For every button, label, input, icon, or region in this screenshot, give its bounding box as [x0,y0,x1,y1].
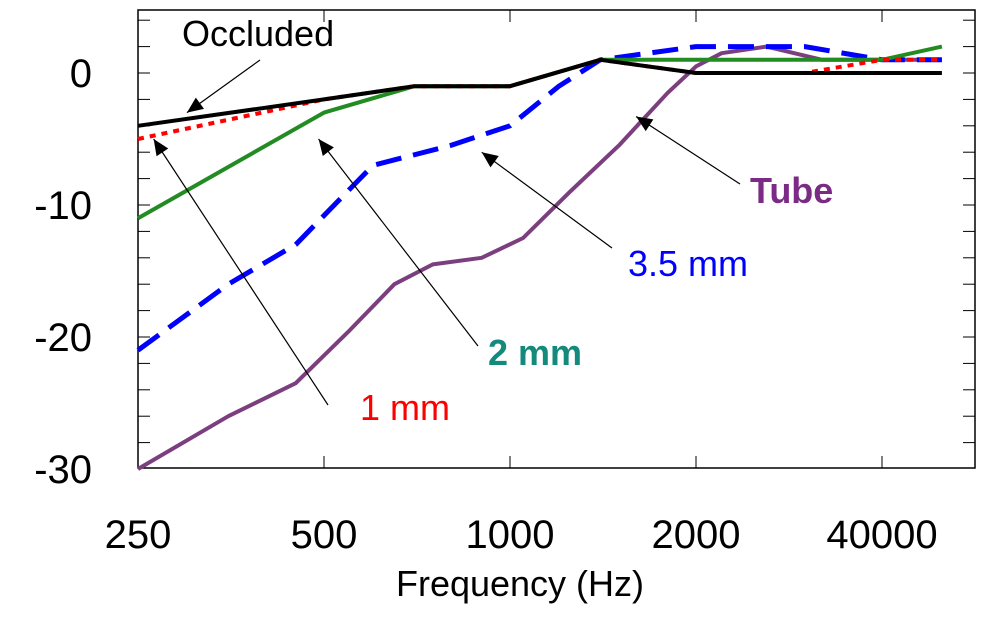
x-tick-label: 1000 [466,513,555,557]
x-tick-label: 250 [105,513,172,557]
annotation-pointer [481,151,613,249]
y-tick-label: -20 [34,316,92,360]
ticks-layer [137,10,975,468]
annotation-label: Tube [750,170,833,211]
series-line-3-5-mm [136,44,942,353]
annotation-arrowhead [636,116,654,132]
annotation-arrowhead [153,139,169,157]
annotation-pointer [153,138,329,406]
series-line-occluded [137,57,942,128]
annotation-arrowhead [318,139,334,156]
x-tick-label: 2000 [652,513,741,557]
y-tick-label: 0 [70,52,92,96]
annotation-arrowhead [481,152,499,168]
annotation-pointer [318,138,479,347]
annotation-pointer [635,116,741,185]
annotation-label: Occluded [182,13,334,54]
series-line-tube [136,44,942,471]
x-tick-label: 500 [291,513,358,557]
annotation-label: 2 mm [488,332,582,373]
y-tick-label: -30 [34,448,92,492]
series-layer [136,44,943,471]
plot-frame [137,9,976,469]
y-tick-label: -10 [34,184,92,228]
annotation-arrowhead [186,97,204,113]
annotation-label: 3.5 mm [628,243,748,284]
x-tick-label: 40000 [826,513,937,557]
x-axis-title: Frequency (Hz) [396,563,644,604]
labels-layer: 0 -10 -20 -30 250 500 1000 2000 40000 [34,52,937,557]
annotation-label: 1 mm [360,387,450,428]
